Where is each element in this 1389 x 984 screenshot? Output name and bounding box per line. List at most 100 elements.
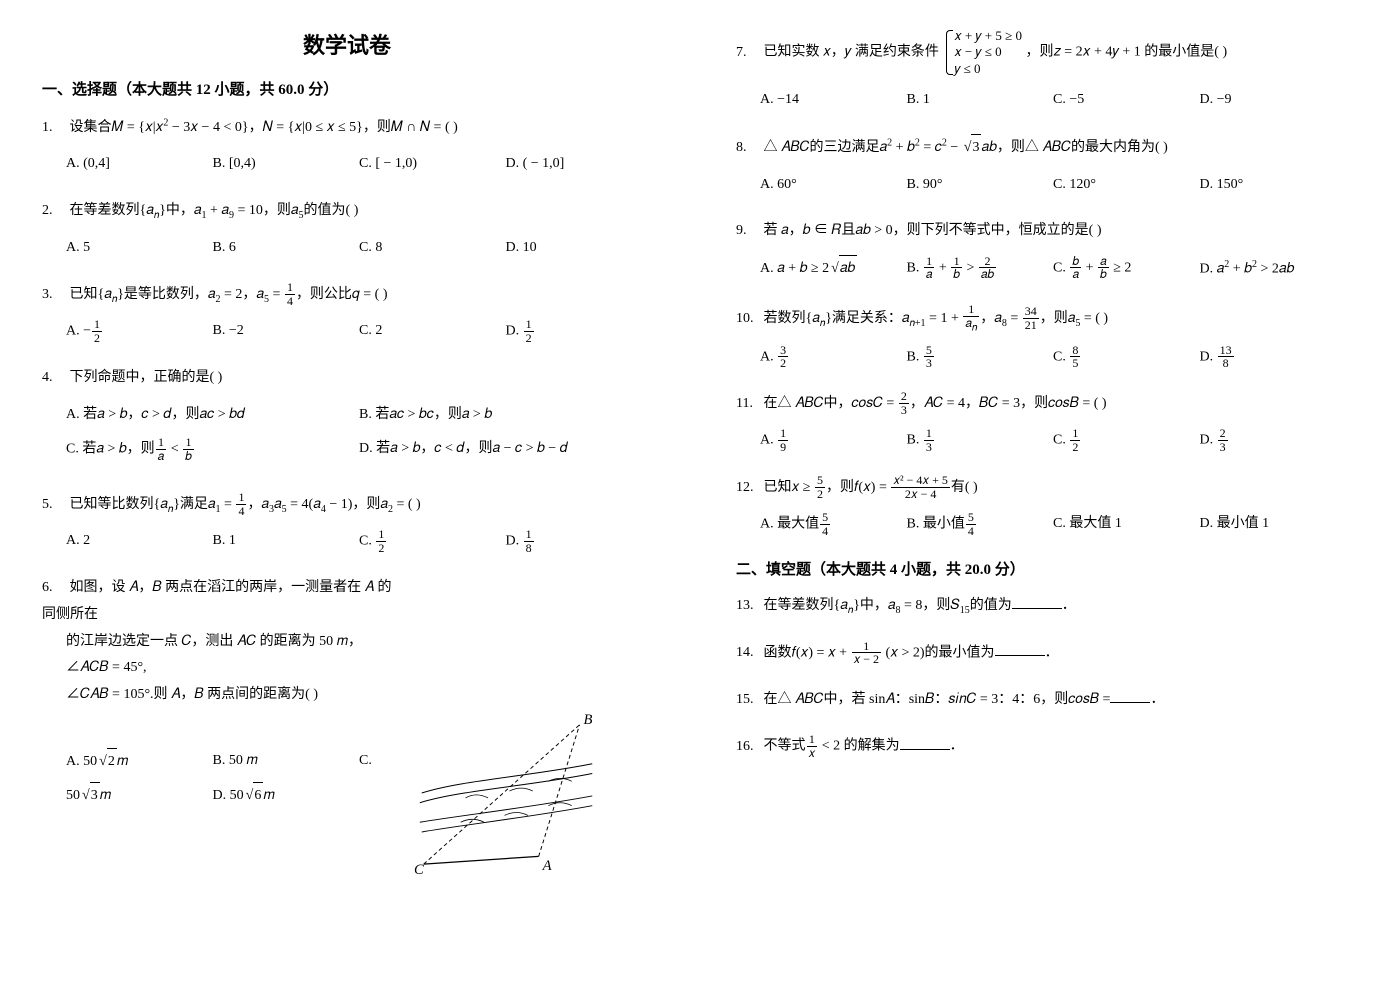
q9-dm: + 𝑏 <box>1229 261 1252 276</box>
q10-p: 若数列{𝑎 <box>764 311 820 326</box>
q9-bd1: 𝑎 <box>924 268 935 281</box>
q11-f: 23 <box>899 390 909 416</box>
q11-cd: 2 <box>1070 441 1080 454</box>
q8-p: △ 𝐴𝐵𝐶的三边满足𝑎 <box>764 140 888 155</box>
q10-cn: 8 <box>1070 344 1080 358</box>
question-14: 14. 函数𝑓(𝑥) = 𝑥 + 1𝑥 − 2 (𝑥 > 2)的最小值为． <box>736 640 1346 667</box>
q16-t: ． <box>950 739 964 754</box>
q6-text: 6. 如图，设 𝐴，𝐵 两点在滔江的两岸，一测量者在 𝐴 的同侧所在 的江岸边选… <box>42 575 402 708</box>
q7-opt-b: B. 1 <box>907 87 1054 114</box>
q3-opt-b: B. −2 <box>213 318 360 345</box>
ripple <box>505 813 528 816</box>
q12-p: 已知𝑥 ≥ <box>764 480 814 495</box>
q3-d: = <box>269 287 284 302</box>
q12-bp: B. 最小值 <box>907 516 965 531</box>
q5-dp: D. <box>506 534 523 549</box>
q5-opt-d: D. 18 <box>506 528 653 555</box>
q2-t1: 在等差数列{𝑎 <box>70 203 154 218</box>
q6-at: 𝑚 <box>117 754 128 769</box>
q7-opt-c: C. −5 <box>1053 87 1200 114</box>
q9-cn2: 𝑎 <box>1098 255 1109 269</box>
q1-stem: 设集合𝑀 = {𝑥|𝑥2 − 3𝑥 − 4 < 0}，𝑁 = {𝑥|0 ≤ 𝑥 … <box>70 120 458 135</box>
q12-f1d: 2 <box>815 488 825 501</box>
q9-opt-c: C. 𝑏𝑎 + 𝑎𝑏 ≥ 2 <box>1053 255 1200 283</box>
q4-opt-b: B. 若𝑎𝑐 > 𝑏𝑐，则𝑎 > 𝑏 <box>359 402 652 429</box>
q4-opt-a: A. 若𝑎 > 𝑏，𝑐 > 𝑑，则𝑎𝑐 > 𝑏𝑑 <box>66 402 359 429</box>
q12-opt-a: A. 最大值54 <box>760 511 907 538</box>
q5-dn: 1 <box>524 528 534 542</box>
q6-l2: 的江岸边选定一点 𝐶，测出 𝐴𝐶 的距离为 50 𝑚，∠𝐴𝐶𝐵 = 45°, <box>42 629 402 682</box>
q9-opt-b: B. 1𝑎 + 1𝑏 > 2𝑎𝑏 <box>907 255 1054 283</box>
q9-bn1: 1 <box>924 255 935 269</box>
q4-options: A. 若𝑎 > 𝑏，𝑐 > 𝑑，则𝑎𝑐 > 𝑏𝑑 B. 若𝑎𝑐 > 𝑏𝑐，则𝑎 … <box>42 402 652 472</box>
q10-m1: }满足关系：𝑎 <box>825 311 909 326</box>
q8-opt-a: A. 60° <box>760 172 907 199</box>
q3-an: 1 <box>92 318 102 332</box>
q6-dp: D. 50 <box>213 788 244 803</box>
q10-m4: = <box>1007 311 1022 326</box>
q8-m2: = 𝑐 <box>920 140 942 155</box>
q11-ad: 9 <box>778 441 788 454</box>
q5-options: A. 2 B. 1 C. 12 D. 18 <box>42 528 652 555</box>
q10-bf: 53 <box>924 344 934 370</box>
question-12: 12. 已知𝑥 ≥ 52，则𝑓(𝑥) = 𝑥² − 4𝑥 + 52𝑥 − 4有(… <box>736 474 1346 538</box>
q15-tl: ． <box>1150 692 1164 707</box>
q10-opt-a: A. 32 <box>760 344 907 371</box>
q12-f1: 52 <box>815 474 825 500</box>
q7-pre: 已知实数 𝑥，𝑦 满足约束条件 <box>764 45 939 60</box>
q12-f2n: 𝑥² − 4𝑥 + 5 <box>891 474 950 488</box>
q12-opt-d: D. 最小值 1 <box>1200 511 1347 538</box>
q11-bp: B. <box>907 433 923 448</box>
sqrt-icon: 3 <box>962 134 982 162</box>
q5-h: = ( ) <box>393 497 421 512</box>
q11-number: 11. <box>736 391 760 418</box>
q8-opt-c: C. 120° <box>1053 172 1200 199</box>
q9-bp: B. <box>907 260 923 275</box>
q11-dd: 3 <box>1218 441 1228 454</box>
q8-options: A. 60° B. 90° C. 120° D. 150° <box>736 172 1346 199</box>
section-2-heading: 二、填空题（本大题共 4 小题，共 20.0 分） <box>736 558 1346 579</box>
q5-df: 18 <box>524 528 534 554</box>
q11-bf: 13 <box>924 427 934 453</box>
q15-number: 15. <box>736 687 760 714</box>
q5-opt-b: B. 1 <box>213 528 360 555</box>
line-cb <box>424 725 580 864</box>
question-8: 8. △ 𝐴𝐵𝐶的三边满足𝑎2 + 𝑏2 = 𝑐2 − 3𝑎𝑏，则△ 𝐴𝐵𝐶的最… <box>736 133 1346 198</box>
q3-frac: 14 <box>285 281 295 307</box>
q5-f1: 14 <box>236 491 246 517</box>
q12-ap: A. 最大值 <box>760 516 819 531</box>
q7-post: ，则𝑧 = 2𝑥 + 4𝑦 + 1 的最小值是( ) <box>1025 45 1227 60</box>
q5-d: ，𝑎 <box>247 497 269 512</box>
q9-cn1: 𝑏 <box>1070 255 1081 269</box>
q1-stem-b: − 3𝑥 − 4 < 0}，𝑁 = {𝑥|0 ≤ 𝑥 ≤ 5}，则𝑀 ∩ 𝑁 =… <box>168 120 457 135</box>
river-line <box>420 796 592 822</box>
q9-cpl: + <box>1082 260 1097 275</box>
q16-number: 16. <box>736 734 760 761</box>
q9-cd2: 𝑏 <box>1098 268 1109 281</box>
q4-cf2: 1𝑏 <box>183 436 194 462</box>
q3-opt-d: D. 12 <box>506 318 653 345</box>
q7-c3: 𝑦 ≤ 0 <box>954 61 1022 77</box>
q9-stem: 若 𝑎，𝑏 ∈ 𝑅且𝑎𝑏 > 0，则下列不等式中，恒成立的是( ) <box>764 223 1102 238</box>
q3-stem: 已知{𝑎𝑛}是等比数列，𝑎2 = 2，𝑎5 = 14，则公比𝑞 = ( ) <box>70 287 388 302</box>
q9-bpl: + <box>935 260 950 275</box>
q3-af: 12 <box>92 318 102 344</box>
q11-af: 19 <box>778 427 788 453</box>
q12-stem: 已知𝑥 ≥ 52，则𝑓(𝑥) = 𝑥² − 4𝑥 + 52𝑥 − 4有( ) <box>764 480 978 495</box>
question-4: 4. 下列命题中，正确的是( ) A. 若𝑎 > 𝑏，𝑐 > 𝑑，则𝑎𝑐 > 𝑏… <box>42 365 652 471</box>
q15-blank <box>1110 689 1150 703</box>
q2-stem: 在等差数列{𝑎𝑛}中，𝑎1 + 𝑎9 = 10，则𝑎5的值为( ) <box>70 203 359 218</box>
q14-blank <box>995 642 1045 656</box>
q12-opt-b: B. 最小值54 <box>907 511 1054 538</box>
q10-f2n: 34 <box>1023 305 1039 319</box>
q6-a2r: 3 <box>90 782 100 810</box>
q13-m3: 的值为 <box>970 598 1012 613</box>
q11-dp: D. <box>1200 433 1217 448</box>
line-ca <box>424 857 539 865</box>
question-9: 9. 若 𝑎，𝑏 ∈ 𝑅且𝑎𝑏 > 0，则下列不等式中，恒成立的是( ) A. … <box>736 218 1346 283</box>
q6-ap: A. 50 <box>66 754 97 769</box>
q5-b: }满足𝑎 <box>173 497 215 512</box>
q11-cf: 12 <box>1070 427 1080 453</box>
question-15: 15. 在△ 𝐴𝐵𝐶中，若 sin𝐴：sin𝐵：𝑠𝑖𝑛𝐶 = 3：4：6，则𝑐𝑜… <box>736 687 1346 714</box>
q10-f2: 3421 <box>1023 305 1039 331</box>
